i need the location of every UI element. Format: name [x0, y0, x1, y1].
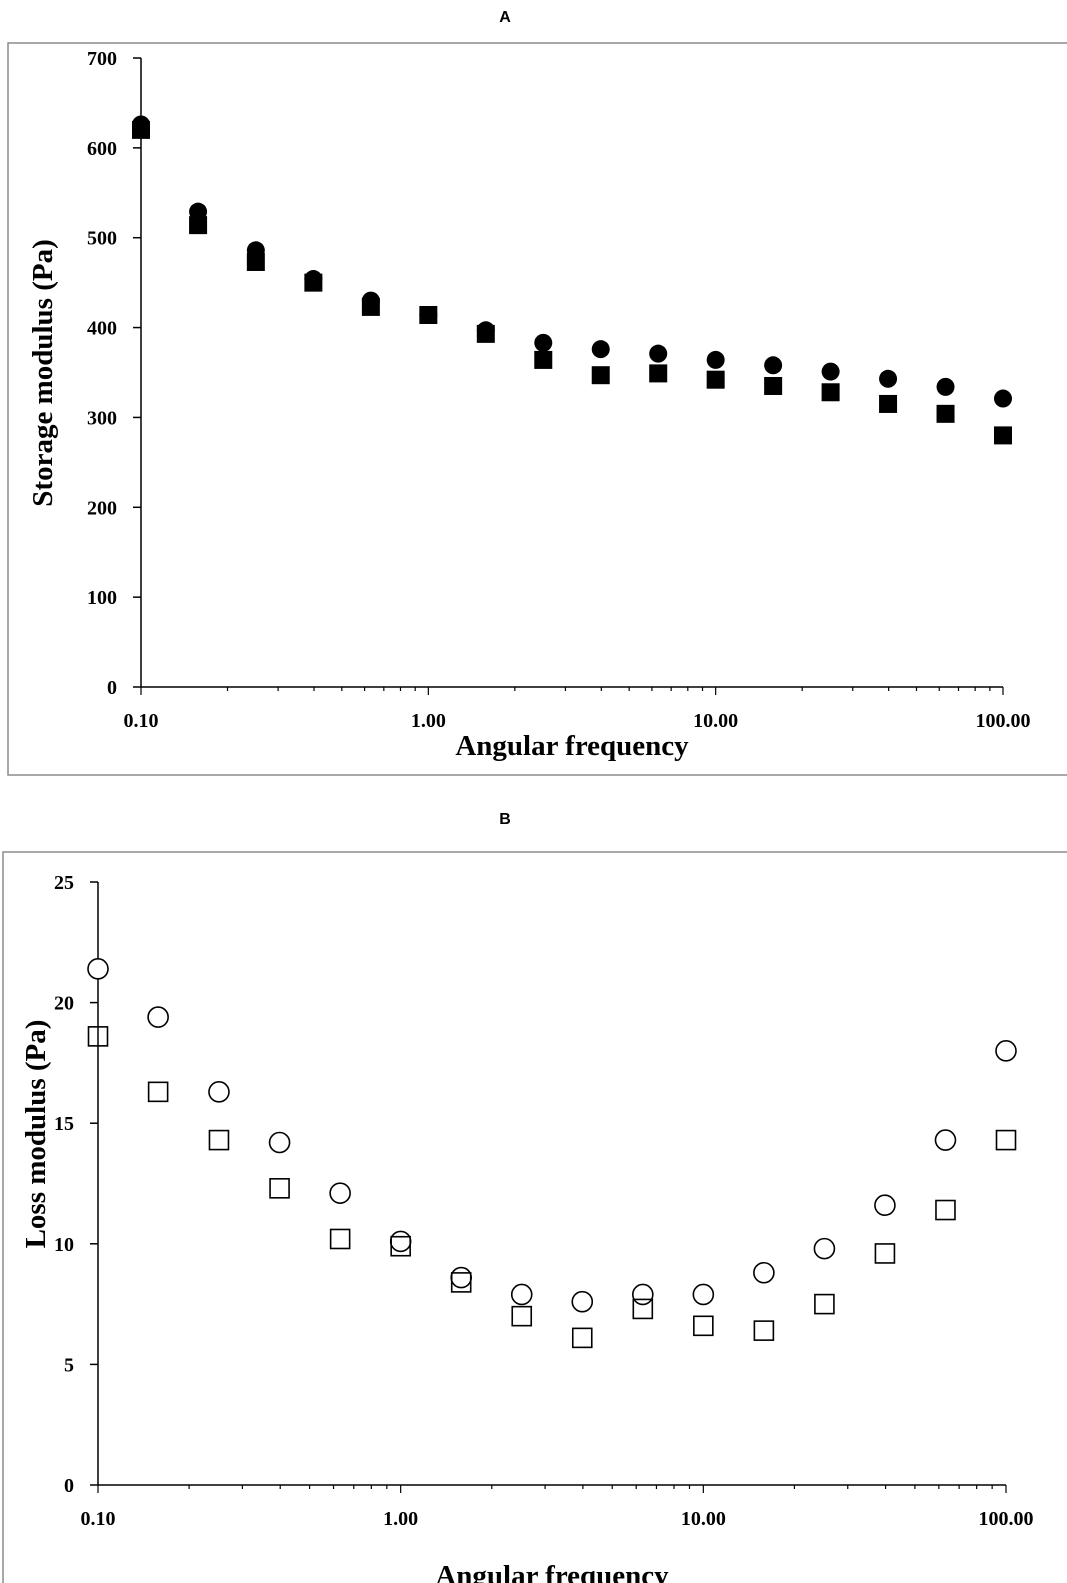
data-point-series-1 [753, 1261, 775, 1284]
data-point-series-1 [450, 1266, 473, 1289]
panel-b-frame [2, 851, 1067, 1583]
data-point-series-1 [995, 1040, 1017, 1062]
x-tick-label: 0.10 [124, 710, 159, 732]
data-point-series-1 [510, 1283, 533, 1306]
y-tick-label: 600 [87, 138, 117, 160]
y-axis-title: Storage modulus (Pa) [27, 239, 59, 506]
data-point-series-1 [649, 344, 668, 363]
data-point-series-2 [874, 1243, 896, 1264]
x-tick-label: 0.10 [81, 1508, 116, 1530]
x-tick-label: 100.00 [979, 1508, 1034, 1530]
data-point-series-2 [269, 1178, 290, 1199]
data-point-series-1 [821, 362, 840, 381]
data-point-series-2 [936, 404, 955, 423]
data-point-series-1 [813, 1237, 836, 1260]
y-tick-label: 10 [54, 1234, 74, 1256]
x-tick-label: 10.00 [693, 710, 738, 732]
data-point-series-2 [571, 1327, 593, 1349]
x-tick-label: 1.00 [383, 1508, 418, 1530]
data-point-series-2 [390, 1235, 411, 1257]
y-tick-label: 200 [87, 497, 117, 519]
data-point-series-1 [147, 1006, 169, 1028]
data-point-series-2 [147, 1081, 169, 1103]
panel-a-frame [7, 42, 1067, 776]
data-point-series-2 [304, 273, 323, 292]
data-point-series-1 [994, 389, 1012, 408]
data-point-series-1 [534, 333, 553, 352]
y-tick-label: 20 [54, 993, 74, 1015]
y-tick-label: 400 [87, 318, 117, 340]
data-point-series-2 [534, 350, 553, 369]
data-point-series-1 [692, 1283, 715, 1306]
data-point-series-1 [329, 1182, 351, 1204]
data-point-series-2 [361, 297, 380, 316]
y-tick-label: 25 [54, 872, 74, 894]
data-point-series-2 [132, 120, 150, 139]
data-point-series-2 [879, 394, 898, 413]
data-point-series-2 [511, 1305, 533, 1327]
y-axis-title: Loss modulus (Pa) [20, 1020, 52, 1249]
data-point-series-1 [879, 369, 898, 388]
y-tick-label: 700 [87, 48, 117, 70]
data-point-series-2 [246, 252, 265, 271]
data-point-series-1 [208, 1081, 230, 1103]
panel-b-label: B [499, 811, 511, 828]
x-tick-label: 100.00 [976, 710, 1031, 732]
data-point-series-2 [591, 366, 610, 385]
data-point-series-2 [476, 324, 495, 343]
y-tick-label: 15 [54, 1113, 74, 1135]
data-point-series-1 [706, 350, 725, 369]
y-tick-label: 500 [87, 228, 117, 250]
data-point-series-1 [87, 958, 109, 980]
data-point-series-2 [764, 376, 783, 395]
data-point-series-2 [753, 1320, 775, 1341]
data-point-series-2 [706, 370, 725, 389]
data-point-series-1 [874, 1194, 896, 1217]
data-point-series-2 [935, 1199, 956, 1221]
data-point-series-1 [764, 356, 783, 375]
x-tick-label: 10.00 [681, 1508, 726, 1530]
data-point-series-2 [208, 1129, 230, 1151]
data-point-series-1 [936, 377, 955, 396]
data-point-series-1 [389, 1230, 412, 1253]
data-point-series-2 [821, 383, 840, 402]
y-tick-label: 5 [64, 1354, 74, 1376]
data-point-series-1 [268, 1131, 291, 1154]
panel-a-plot: 0 100 200 300 400 500 600 700 0.10 1.00 10.00 100.0… [27, 48, 1031, 762]
data-point-series-2 [189, 216, 208, 235]
data-point-series-2 [87, 1026, 109, 1047]
data-point-series-2 [649, 364, 668, 383]
panel-a-label: A [499, 9, 511, 26]
data-point-series-1 [632, 1283, 654, 1306]
data-point-series-2 [450, 1272, 472, 1293]
y-tick-label: 300 [87, 407, 117, 429]
x-tick-label: 1.00 [411, 710, 446, 732]
y-tick-label: 100 [87, 587, 117, 609]
data-point-series-2 [632, 1298, 654, 1320]
data-point-series-2 [329, 1228, 351, 1250]
x-axis-title: Angular frequency [455, 730, 689, 762]
data-point-series-2 [693, 1315, 714, 1337]
data-point-series-1 [934, 1129, 957, 1151]
data-point-series-2 [419, 305, 438, 324]
data-point-series-2 [994, 426, 1012, 445]
data-point-series-1 [591, 340, 610, 359]
y-tick-label: 0 [64, 1475, 74, 1497]
data-point-series-1 [571, 1290, 594, 1313]
y-tick-label: 0 [107, 677, 117, 699]
x-axis-title: Angular frequency [435, 1560, 669, 1583]
data-point-series-2 [995, 1129, 1017, 1151]
panel-b-plot: 0 5 10 15 20 25 0.10 1.00 10.00 100.00 Angular fre… [20, 872, 1034, 1583]
data-point-series-2 [814, 1293, 835, 1315]
